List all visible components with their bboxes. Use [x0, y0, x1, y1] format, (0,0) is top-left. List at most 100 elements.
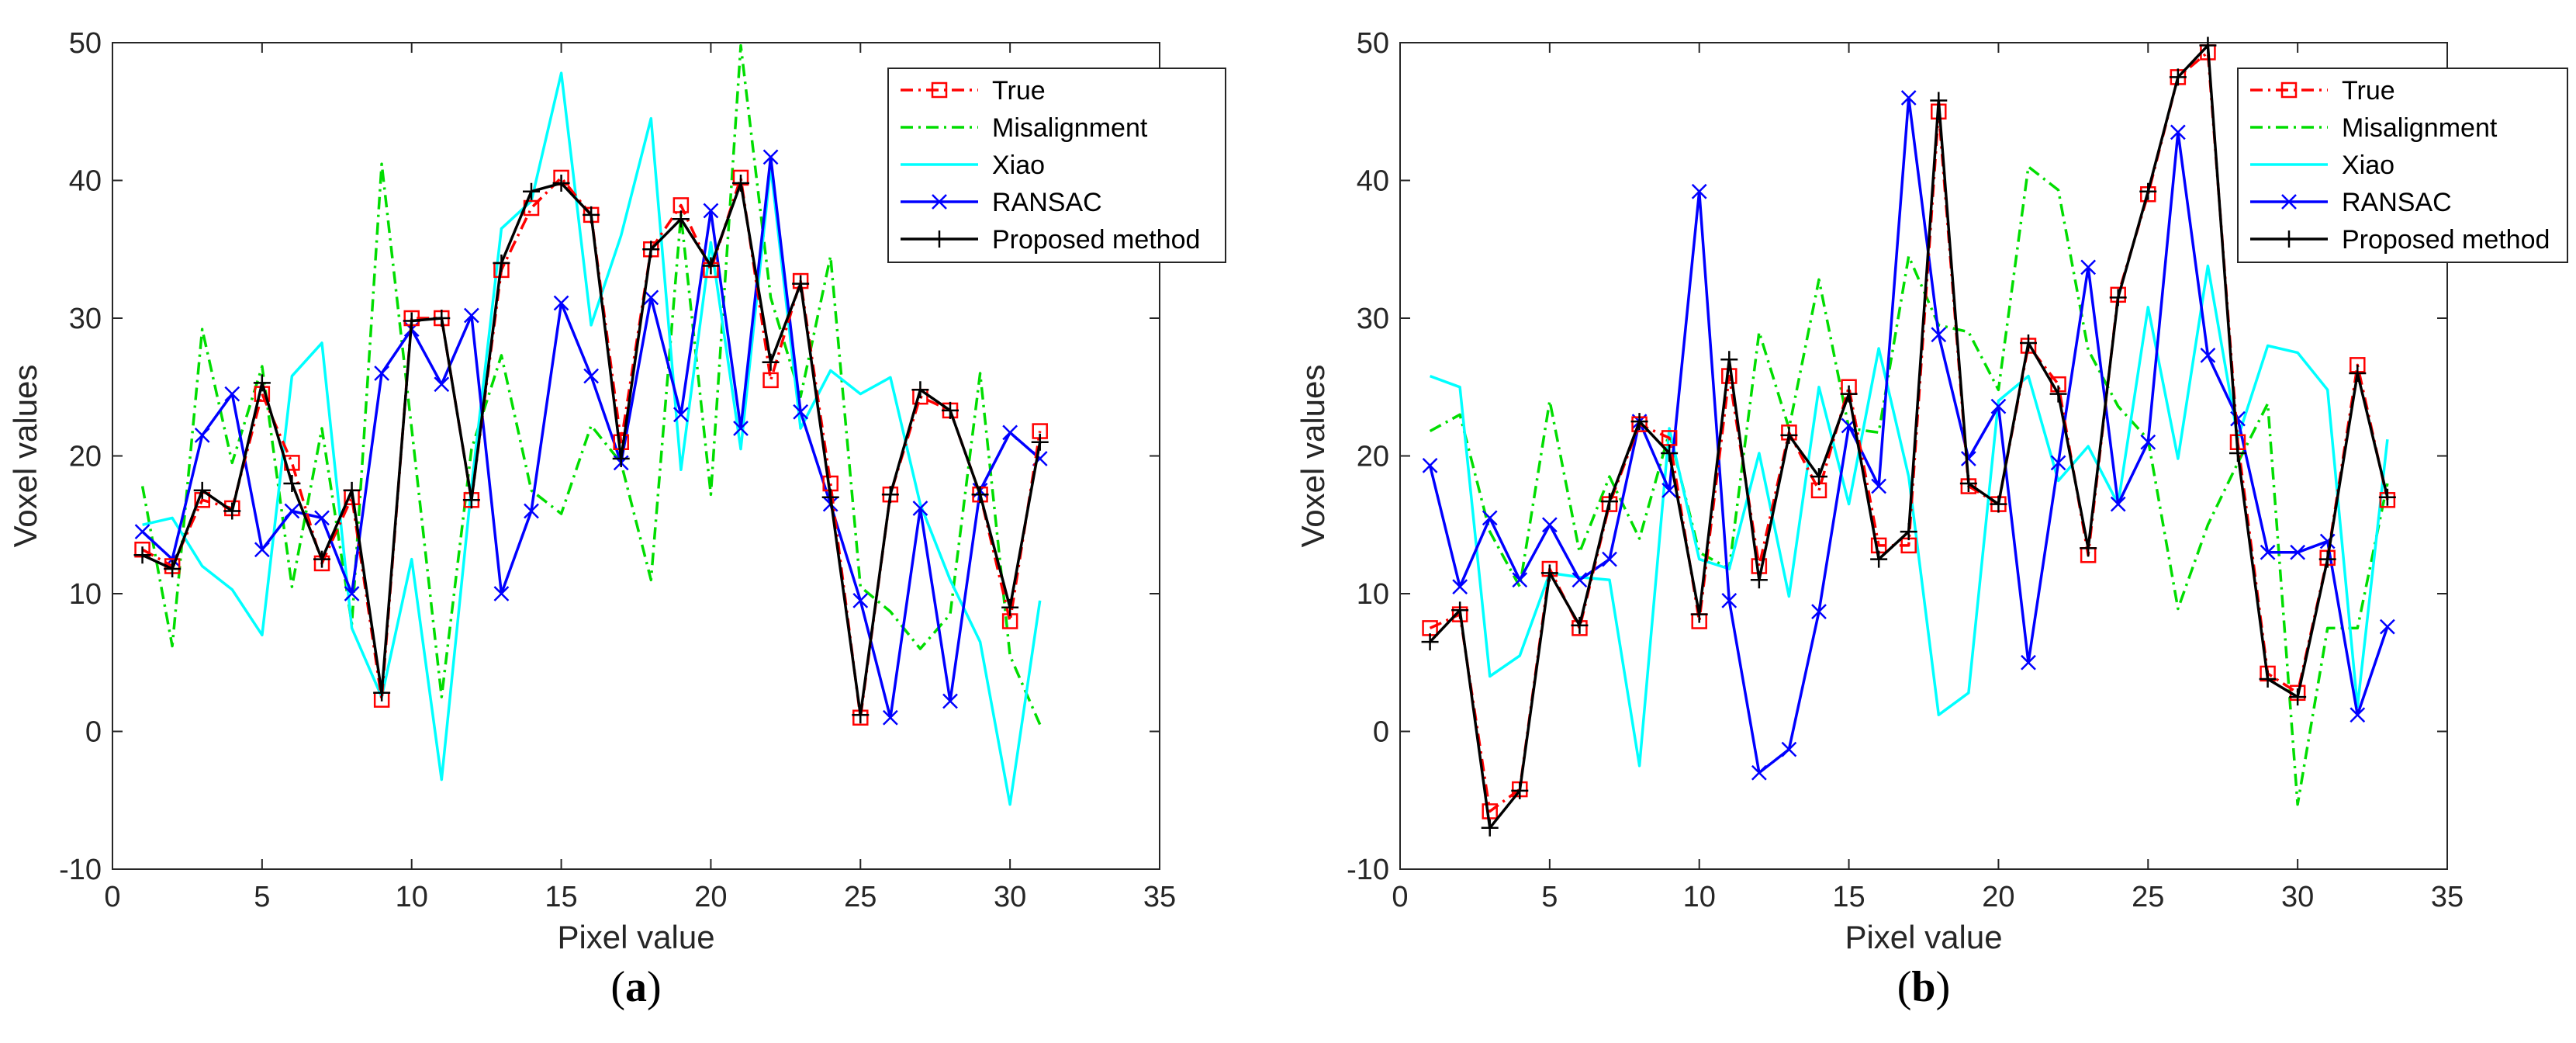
data-point-marker	[1720, 351, 1738, 369]
data-point	[2139, 182, 2157, 200]
data-point-marker	[2229, 444, 2246, 462]
data-point	[1781, 741, 1797, 757]
data-point-marker	[493, 586, 510, 601]
data-point	[912, 501, 928, 516]
data-point	[433, 310, 451, 327]
legend-label: Misalignment	[2342, 113, 2498, 143]
data-point	[1959, 475, 1977, 492]
data-point-marker	[1540, 564, 1558, 582]
data-point	[2378, 488, 2396, 506]
data-point-marker	[1840, 385, 1858, 403]
data-point	[1930, 92, 1948, 109]
data-point	[1482, 510, 1498, 526]
series-line	[1429, 264, 2389, 768]
data-point	[1001, 598, 1019, 616]
x-tick-label: 25	[844, 881, 877, 913]
data-point-marker	[1810, 468, 1827, 486]
data-point	[2289, 688, 2307, 706]
data-point-marker	[2289, 688, 2307, 706]
x-tick-label: 10	[396, 881, 428, 913]
x-tick-label: 35	[2431, 881, 2464, 913]
data-point-marker	[1750, 571, 1768, 589]
data-point-marker	[1990, 398, 2007, 414]
y-tick-label: -10	[59, 854, 102, 886]
data-point	[2020, 334, 2037, 352]
data-point-marker	[932, 194, 947, 210]
data-point-marker	[2349, 365, 2367, 382]
data-point	[852, 592, 869, 608]
data-point	[1900, 90, 1917, 106]
data-point	[1690, 605, 1708, 623]
y-axis-label: Voxel values	[7, 365, 43, 548]
data-point-marker	[942, 693, 958, 709]
data-point-marker	[643, 289, 659, 306]
data-point-marker	[1690, 605, 1708, 623]
data-point	[852, 706, 870, 724]
panel-label: (b)	[1897, 963, 1950, 1011]
data-point	[643, 289, 659, 306]
data-point-marker	[852, 706, 870, 724]
x-tick-label: 5	[1541, 881, 1558, 913]
x-tick-label: 30	[2281, 881, 2314, 913]
data-point-marker	[642, 241, 660, 258]
data-point-marker	[1511, 781, 1529, 799]
data-point	[673, 407, 689, 423]
data-point-marker	[1871, 478, 1887, 494]
data-point	[583, 368, 600, 384]
data-point-marker	[1751, 764, 1767, 781]
data-point-marker	[2280, 230, 2298, 248]
data-point-marker	[971, 486, 989, 504]
y-tick-label: 20	[1357, 441, 1389, 473]
x-tick-label: 0	[1392, 881, 1408, 913]
data-point-marker	[1452, 579, 1468, 595]
y-tick-label: 20	[69, 441, 102, 473]
data-point-marker	[762, 353, 780, 371]
data-point	[224, 386, 240, 402]
data-point-marker	[2021, 654, 2036, 670]
data-point-marker	[2049, 385, 2067, 403]
x-tick-label: 30	[994, 881, 1026, 913]
data-point-marker	[194, 427, 210, 443]
data-point-marker	[374, 366, 390, 381]
data-point	[1840, 385, 1858, 403]
data-point-marker	[314, 510, 330, 526]
data-point-marker	[1661, 444, 1679, 462]
y-tick-label: 50	[1357, 27, 1389, 60]
data-point	[703, 203, 719, 219]
legend: True Misalignment Xiao RANSAC Proposed metho…	[2237, 68, 2568, 263]
data-point-marker	[612, 450, 630, 468]
data-point-marker	[2080, 259, 2097, 275]
y-tick-label: 40	[69, 165, 102, 198]
data-point	[942, 401, 959, 419]
data-point	[2080, 539, 2097, 557]
legend-item: True	[2250, 76, 2395, 106]
data-point	[1601, 493, 1618, 511]
data-point	[1931, 327, 1947, 343]
data-point-marker	[2378, 488, 2396, 506]
data-point	[612, 450, 630, 468]
data-point	[911, 381, 929, 399]
data-point-marker	[702, 257, 720, 275]
data-point	[314, 510, 330, 526]
x-tick-label: 20	[1982, 881, 2014, 913]
data-point	[2379, 619, 2395, 635]
legend-label: Proposed method	[2342, 225, 2550, 255]
data-point	[1481, 819, 1499, 837]
series-misalignment	[1429, 165, 2389, 806]
series-line	[142, 71, 1042, 806]
data-point	[253, 374, 271, 392]
data-point	[1780, 426, 1798, 444]
data-point-marker	[2350, 707, 2366, 723]
x-tick-label: 10	[1683, 881, 1716, 913]
data-point	[881, 486, 899, 504]
data-point-marker	[1451, 601, 1469, 619]
data-point	[1602, 551, 1617, 567]
panel-label: (a)	[610, 963, 661, 1011]
data-point	[313, 550, 330, 568]
data-point	[792, 275, 810, 293]
data-point-marker	[1959, 475, 1977, 492]
data-point	[2349, 365, 2367, 382]
data-point	[1512, 572, 1528, 588]
data-point-marker	[133, 546, 151, 564]
data-point	[762, 149, 779, 165]
